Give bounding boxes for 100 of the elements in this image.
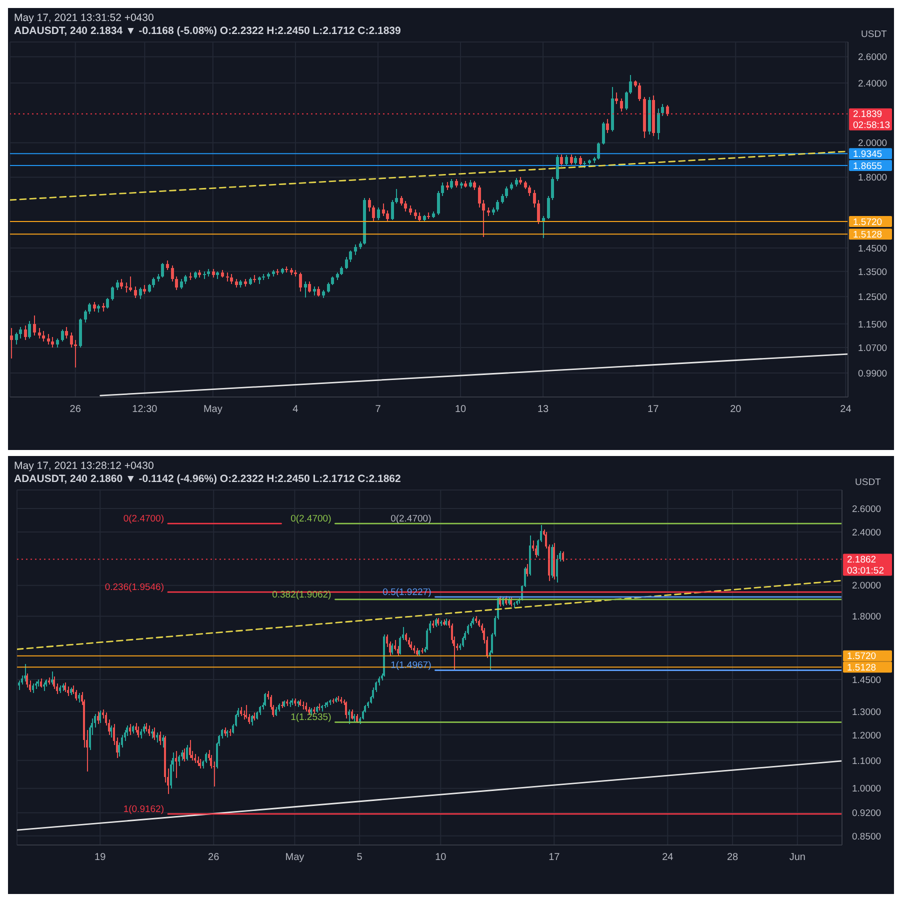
candlestick bbox=[478, 184, 481, 208]
candlestick bbox=[162, 734, 164, 748]
chart-subtitle: ADAUSDT, 240 2.1860 ▼ -0.1142 (-4.96%) O:2.2322 H:2.2450 L:2.1712 C:2.1862 bbox=[14, 473, 401, 485]
y-tick-label: 1.3000 bbox=[852, 706, 882, 718]
candlestick bbox=[159, 730, 161, 746]
y-tick-label: 1.0000 bbox=[852, 784, 882, 795]
x-tick-label: 26 bbox=[70, 404, 82, 416]
candlestick bbox=[349, 250, 352, 262]
candlestick bbox=[345, 256, 348, 270]
candlestick bbox=[129, 724, 131, 736]
candlestick bbox=[418, 212, 421, 222]
candlestick bbox=[189, 739, 191, 758]
candlestick bbox=[88, 302, 91, 315]
candlestick bbox=[51, 336, 54, 348]
candlestick bbox=[528, 184, 531, 196]
y-tick-label: 2.4000 bbox=[858, 78, 888, 90]
candlestick bbox=[408, 636, 410, 648]
y-tick-label: 2.0000 bbox=[852, 580, 882, 592]
x-tick-label: 17 bbox=[548, 852, 560, 864]
series-label: 0.382(1.9062) bbox=[272, 589, 332, 600]
candlestick bbox=[313, 286, 316, 296]
candlestick bbox=[40, 678, 42, 688]
candlestick bbox=[327, 282, 330, 294]
series-label: 0(2.4700) bbox=[290, 514, 332, 525]
candlestick bbox=[348, 708, 350, 724]
y-tick-label: 1.2000 bbox=[852, 730, 882, 742]
y-tick-label: 2.4000 bbox=[852, 527, 882, 538]
candlestick bbox=[556, 154, 559, 182]
y-tick-label: 0.9900 bbox=[858, 368, 888, 380]
y-tick-label: 0.8500 bbox=[852, 831, 882, 842]
candlestick bbox=[657, 108, 660, 140]
candlestick bbox=[156, 732, 158, 743]
candlestick bbox=[533, 190, 536, 208]
candlestick bbox=[435, 617, 437, 628]
candlestick bbox=[230, 273, 233, 284]
candlestick bbox=[377, 207, 380, 220]
candlestick bbox=[317, 286, 320, 298]
candlestick bbox=[629, 74, 632, 95]
candlestick bbox=[180, 278, 183, 290]
candlestick bbox=[579, 156, 582, 167]
candlestick bbox=[537, 199, 540, 225]
y-tick-label: 2.6000 bbox=[858, 52, 888, 64]
candlestick bbox=[152, 277, 155, 288]
candlestick bbox=[473, 180, 476, 191]
candlestick bbox=[175, 276, 178, 291]
series-label: 0.236(1.9546) bbox=[104, 582, 164, 594]
chart-subtitle: ADAUSDT, 240 2.1834 ▼ -0.1168 (-5.08%) O:2.2322 H:2.2450 L:2.1712 C:2.1839 bbox=[14, 25, 401, 37]
candlestick bbox=[15, 332, 18, 345]
candlestick bbox=[441, 182, 444, 196]
candlestick bbox=[186, 744, 188, 761]
x-tick-label: 24 bbox=[840, 404, 852, 416]
candlestick bbox=[139, 287, 142, 300]
candlestick bbox=[56, 338, 59, 348]
candlestick bbox=[28, 320, 31, 339]
series-label: 1(1.2535) bbox=[290, 712, 332, 724]
candlestick bbox=[414, 209, 417, 220]
x-tick-label: 20 bbox=[730, 404, 742, 416]
candlestick bbox=[450, 178, 453, 190]
y-axis-title: USDT bbox=[861, 29, 888, 40]
x-tick-label: 10 bbox=[454, 404, 467, 416]
candlestick bbox=[308, 280, 311, 294]
candlestick bbox=[570, 154, 573, 166]
x-tick-label: 4 bbox=[292, 404, 299, 416]
ref-line-label: 1.8655 bbox=[853, 160, 882, 172]
candlestick bbox=[532, 540, 534, 552]
candlestick bbox=[70, 332, 73, 348]
chart-title: May 17, 2021 13:31:52 +0430 bbox=[14, 12, 154, 24]
candlestick bbox=[547, 195, 550, 220]
x-tick-label: 24 bbox=[662, 852, 674, 864]
candlestick bbox=[542, 215, 545, 239]
candlestick bbox=[129, 276, 132, 292]
candlestick bbox=[135, 722, 137, 734]
candlestick bbox=[551, 176, 554, 200]
candlestick bbox=[482, 199, 485, 238]
candlestick bbox=[24, 663, 26, 682]
candlestick bbox=[368, 197, 371, 212]
candlestick bbox=[606, 118, 609, 134]
candlestick bbox=[602, 122, 605, 145]
y-tick-label: 0.9200 bbox=[852, 808, 882, 820]
candlestick bbox=[505, 186, 508, 198]
candlestick bbox=[400, 195, 403, 206]
y-tick-label: 1.3500 bbox=[858, 266, 888, 278]
candlestick bbox=[299, 272, 302, 292]
candlestick bbox=[597, 142, 600, 160]
candlestick bbox=[304, 280, 307, 298]
candlestick bbox=[275, 706, 277, 717]
candlestick bbox=[178, 754, 180, 766]
candlestick bbox=[501, 194, 504, 204]
candlestick bbox=[240, 706, 242, 717]
candlestick bbox=[661, 104, 664, 116]
ref-line-label: 1.9345 bbox=[853, 148, 882, 160]
candlestick bbox=[372, 205, 375, 222]
candlestick bbox=[42, 330, 45, 342]
candlestick bbox=[382, 203, 385, 216]
ref-line-label: 2.1862 03:01:52 bbox=[847, 554, 884, 577]
y-tick-label: 1.0700 bbox=[858, 342, 888, 354]
x-tick-label: 17 bbox=[648, 404, 660, 416]
x-tick-label: 7 bbox=[375, 404, 382, 416]
candlestick bbox=[38, 328, 41, 339]
candlestick bbox=[97, 711, 99, 725]
